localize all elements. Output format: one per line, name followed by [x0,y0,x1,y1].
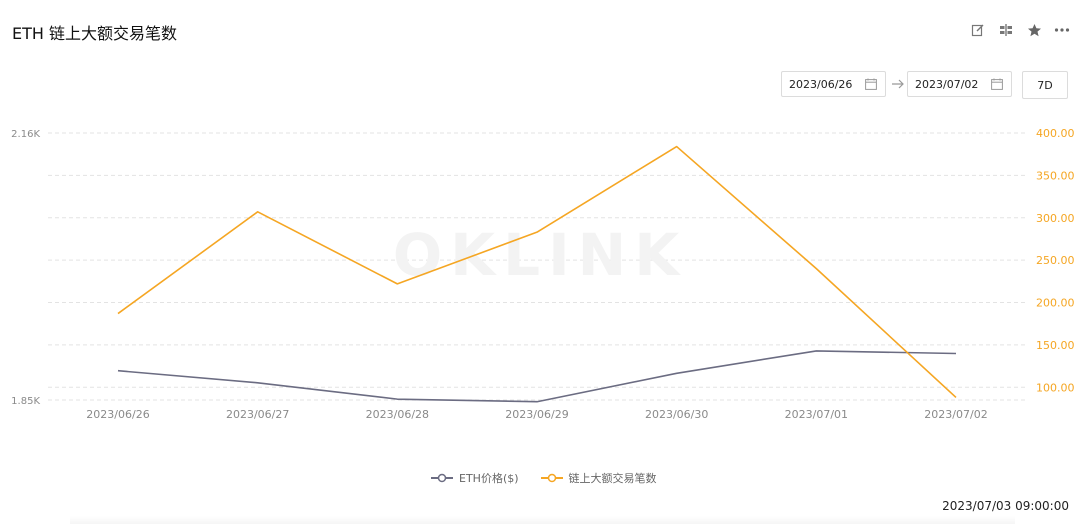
compare-icon[interactable] [997,21,1015,39]
edit-icon[interactable] [969,21,987,39]
legend-item-eth-price[interactable]: ETH价格($) [431,470,519,486]
legend-marker-large-tx [540,473,563,483]
bottom-shadow [70,516,1015,524]
end-date-value: 2023/07/02 [915,77,979,91]
arrow-right-icon [892,79,904,89]
right-axis-tick-label: 250.00 [1036,254,1075,267]
updated-timestamp: 2023/07/03 09:00:00 [942,499,1069,513]
page-title: ETH 链上大额交易笔数 [12,24,178,43]
start-date-picker[interactable]: 2023/06/26 [781,71,886,97]
more-icon[interactable] [1053,21,1071,39]
right-axis-tick-label: 400.00 [1036,127,1075,140]
legend-label-eth-price: ETH价格($) [459,472,519,485]
x-axis-tick-label: 2023/06/28 [366,408,429,421]
x-axis-tick-label: 2023/06/29 [505,408,568,421]
x-axis-tick-label: 2023/07/02 [924,408,987,421]
chart-toolbar [969,21,1071,39]
left-axis-tick-label: 2.16K [11,129,40,140]
range-7d-button[interactable]: 7D [1022,71,1068,99]
x-axis-tick-label: 2023/06/27 [226,408,289,421]
right-axis-tick-label: 150.00 [1036,339,1075,352]
right-axis-tick-label: 350.00 [1036,169,1075,182]
x-axis-tick-label: 2023/06/26 [86,408,149,421]
calendar-icon [991,78,1003,90]
end-date-picker[interactable]: 2023/07/02 [907,71,1012,97]
right-axis-tick-label: 200.00 [1036,297,1075,310]
chart-legend: ETH价格($) 链上大额交易笔数 [431,470,657,486]
start-date-value: 2023/06/26 [789,77,853,91]
calendar-icon [865,78,877,90]
left-axis-tick-label: 1.85K [11,396,40,407]
star-icon[interactable] [1025,21,1043,39]
x-axis-tick-label: 2023/06/30 [645,408,708,421]
line-chart: OKLINK1.85K2.16K100.00150.00200.00250.00… [11,127,1075,421]
right-axis-tick-label: 300.00 [1036,212,1075,225]
legend-item-large-tx[interactable]: 链上大额交易笔数 [540,470,657,486]
series-line-eth-price [117,350,957,403]
legend-marker-eth-price [431,473,453,483]
x-axis-tick-label: 2023/07/01 [785,408,848,421]
legend-label-large-tx: 链上大额交易笔数 [568,472,657,485]
right-axis-tick-label: 100.00 [1036,381,1075,394]
